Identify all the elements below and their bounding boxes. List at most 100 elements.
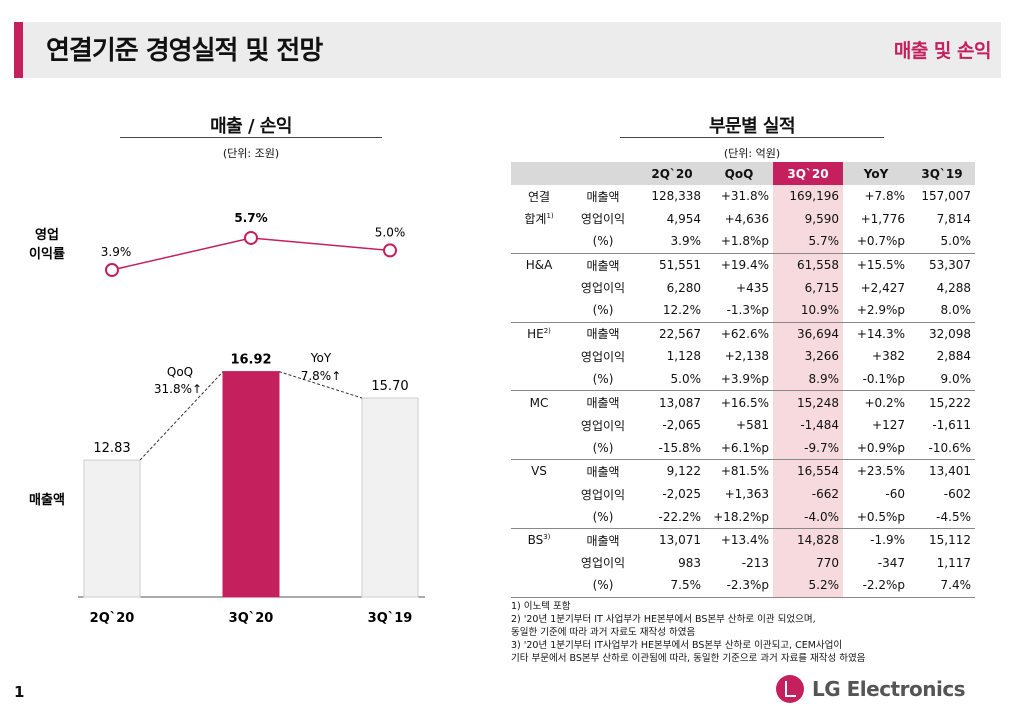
table-cell: 61,558 (773, 252, 843, 277)
segment-label: MC (511, 390, 567, 414)
segment-label (511, 552, 567, 575)
left-section-rule (120, 137, 382, 138)
table-cell: 1,128 (666, 349, 701, 364)
table-cell: 7,814 (936, 211, 971, 226)
table-header-2: 3Q`20 (773, 162, 843, 185)
table-cell: +7.8% (864, 189, 905, 204)
table-row: (%) -22.2% +18.2%p -4.0% +0.5%p -4.5% (511, 505, 975, 529)
header-accent-bar (14, 22, 23, 78)
segment-label (511, 276, 567, 299)
segment-label (511, 574, 567, 598)
metric-label: 매출액 (567, 527, 639, 552)
margin-row-label-line2: 이익률 (29, 246, 65, 262)
segment-label (511, 483, 567, 506)
table-cell: +23.5% (843, 459, 909, 483)
bar-value-label-2: 15.70 (371, 379, 408, 394)
table-cell: 5.0% (670, 372, 702, 387)
margin-point-1 (244, 230, 258, 245)
table-cell: +2,138 (724, 349, 769, 364)
table-cell: +15.5% (843, 252, 909, 277)
table-cell: -4.0% (773, 505, 843, 529)
table-cell: 3.9% (670, 234, 702, 249)
segment-label: 합계1) (524, 212, 554, 227)
table-cell: 15,112 (909, 527, 975, 552)
table-cell: +4,636 (724, 211, 769, 226)
table-cell: +581 (736, 418, 769, 433)
page-title: 연결기준 경영실적 및 전망 (46, 36, 323, 66)
table-cell: -602 (943, 487, 971, 502)
bar-1 (222, 371, 280, 598)
table-row: H&A 매출액 51,551 +19.4% 61,558 +15.5% 53,307 (511, 252, 975, 277)
footnote-3: 3) '20년 1분기부터 IT사업부가 HE본부에서 BS본부 산하로 이관되… (511, 640, 843, 651)
table-cell: 770 (773, 551, 843, 575)
table-cell: +14.3% (843, 321, 909, 346)
qoq-value: 31.8%↑ (154, 382, 202, 396)
metric-label: 영업이익 (580, 281, 626, 296)
table-cell: +1,776 (860, 211, 905, 226)
segment-label: BS3) (511, 527, 567, 552)
table-cell: -2.3%p (705, 574, 773, 598)
lg-logo-text: LG Electronics (812, 677, 966, 701)
bar-value-label-0: 12.83 (93, 441, 130, 456)
table-cell: -1,611 (932, 418, 971, 433)
metric-label: 매출액 (567, 459, 639, 483)
table-cell: 128,338 (651, 189, 701, 204)
table-cell: +1,363 (724, 487, 769, 502)
table-cell: 983 (678, 555, 701, 570)
metric-label: 영업이익 (580, 349, 626, 364)
table-header-0: 2Q`20 (639, 162, 705, 185)
margin-point-2 (383, 243, 397, 258)
table-cell: +0.5%p (856, 509, 905, 524)
metric-label: 매출액 (586, 189, 620, 204)
table-header-blank (511, 162, 639, 185)
metric-label: 매출액 (567, 321, 639, 346)
x-tick-label-1: 3Q`20 (229, 611, 274, 626)
table-cell: 51,551 (639, 252, 705, 277)
table-cell: -9.7% (773, 436, 843, 460)
table-row: MC 매출액 13,087 +16.5% 15,248 +0.2% 15,222 (511, 390, 975, 414)
table-cell: 8.0% (940, 303, 972, 318)
table-cell: 15,248 (773, 390, 843, 414)
metric-label: 매출액 (567, 252, 639, 277)
table-cell: -0.1%p (862, 372, 905, 387)
table-cell: 13,401 (909, 459, 975, 483)
table-row: (%) -15.8% +6.1%p -9.7% +0.9%p -10.6% (511, 436, 975, 460)
table-cell: +3.9%p (720, 372, 769, 387)
sales-row-label: 매출액 (29, 492, 65, 508)
table-cell: +6.1%p (720, 440, 769, 455)
metric-label: 매출액 (567, 390, 639, 414)
table-cell: +18.2%p (713, 509, 769, 524)
metric-label: (%) (592, 372, 614, 387)
table-cell: 2,884 (936, 349, 971, 364)
table-cell: 13,087 (639, 390, 705, 414)
bar-0 (83, 459, 141, 598)
qoq-label: QoQ (167, 365, 193, 379)
qoq-connector (139, 371, 224, 461)
table-cell: -15.8% (658, 440, 701, 455)
table-cell: 5.0% (940, 234, 972, 249)
metric-label: 영업이익 (580, 487, 626, 502)
table-row: 영업이익 6,280 +435 6,715 +2,427 4,288 (511, 276, 975, 299)
segment-label (511, 437, 567, 460)
table-cell: 7.5% (639, 574, 705, 598)
table-cell: 6,715 (773, 276, 843, 299)
segment-label: HE2) (511, 321, 567, 346)
footnote-0: 1) 이노텍 포함 (511, 601, 571, 612)
yoy-label: YoY (310, 351, 332, 365)
table-cell: +31.8% (720, 189, 769, 204)
table-row: (%) 7.5% -2.3%p 5.2% -2.2%p 7.4% (511, 574, 975, 598)
segment-label: 연결 (527, 189, 551, 204)
table-cell: +0.7%p (856, 234, 905, 249)
table-row: (%) 12.2% -1.3%p 10.9% +2.9%p 8.0% (511, 298, 975, 323)
table-cell: 4,288 (936, 280, 971, 295)
table-cell: -2,025 (662, 487, 701, 502)
x-tick-label-0: 2Q`20 (90, 611, 135, 626)
table-cell: -60 (885, 487, 905, 502)
table-cell: -2.2%p (843, 574, 909, 598)
table-header-3: YoY (843, 162, 909, 185)
margin-value-label-1: 5.7% (234, 211, 267, 225)
table-cell: -2,065 (662, 418, 701, 433)
table-cell: -10.6% (928, 440, 971, 455)
segment-table: 2Q`20 QoQ 3Q`20 YoY 3Q`19 연결 매출액 128,338 +31.8%… (511, 162, 975, 598)
